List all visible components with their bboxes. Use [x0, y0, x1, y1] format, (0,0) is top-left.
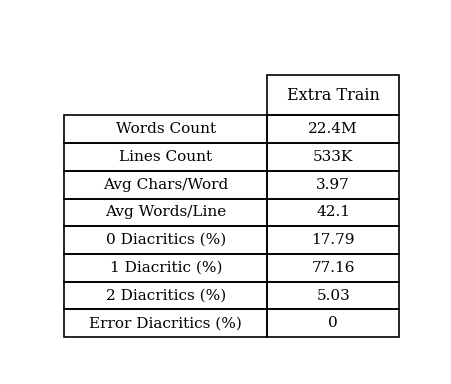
Bar — [267, 171, 398, 199]
Bar — [64, 254, 267, 282]
Bar — [64, 171, 267, 199]
Bar — [267, 282, 398, 310]
Text: 3.97: 3.97 — [316, 178, 349, 192]
Text: 17.79: 17.79 — [311, 233, 354, 247]
Bar — [64, 226, 267, 254]
Bar — [267, 143, 398, 171]
Bar — [267, 226, 398, 254]
Text: 77.16: 77.16 — [311, 261, 354, 275]
Bar — [267, 254, 398, 282]
Bar — [267, 75, 398, 115]
Text: Error Diacritics (%): Error Diacritics (%) — [89, 316, 242, 330]
Bar — [64, 115, 267, 143]
Text: Avg Words/Line: Avg Words/Line — [105, 205, 226, 219]
Text: Extra Train: Extra Train — [286, 87, 379, 104]
Bar — [64, 199, 267, 226]
Bar — [267, 115, 398, 143]
Bar — [64, 143, 267, 171]
Text: 42.1: 42.1 — [316, 205, 350, 219]
Text: 5.03: 5.03 — [316, 288, 349, 303]
Text: 0 Diacritics (%): 0 Diacritics (%) — [106, 233, 226, 247]
Bar — [267, 310, 398, 337]
Text: 1 Diacritic (%): 1 Diacritic (%) — [109, 261, 221, 275]
Bar — [64, 310, 267, 337]
Text: Lines Count: Lines Count — [119, 150, 212, 164]
Text: 0: 0 — [327, 316, 337, 330]
Text: Words Count: Words Count — [115, 122, 216, 136]
Text: 22.4M: 22.4M — [308, 122, 357, 136]
Text: 533K: 533K — [313, 150, 353, 164]
Text: 2 Diacritics (%): 2 Diacritics (%) — [106, 288, 226, 303]
Text: Avg Chars/Word: Avg Chars/Word — [103, 178, 228, 192]
Bar — [64, 282, 267, 310]
Bar — [267, 199, 398, 226]
